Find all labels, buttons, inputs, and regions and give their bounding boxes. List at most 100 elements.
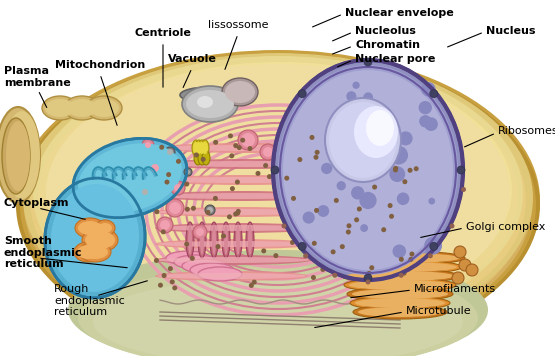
Ellipse shape bbox=[157, 161, 334, 167]
Ellipse shape bbox=[0, 107, 40, 203]
Circle shape bbox=[145, 142, 151, 148]
Ellipse shape bbox=[95, 220, 115, 236]
Circle shape bbox=[310, 135, 315, 140]
Circle shape bbox=[167, 149, 173, 155]
Circle shape bbox=[190, 256, 195, 261]
Text: Microtubule: Microtubule bbox=[406, 306, 472, 316]
Circle shape bbox=[454, 246, 466, 258]
Circle shape bbox=[459, 259, 471, 271]
Text: Microfilaments: Microfilaments bbox=[414, 284, 496, 294]
Text: Cytoplasm: Cytoplasm bbox=[4, 198, 69, 208]
Ellipse shape bbox=[197, 96, 213, 108]
Circle shape bbox=[298, 90, 306, 98]
Ellipse shape bbox=[155, 239, 316, 249]
Circle shape bbox=[298, 242, 306, 250]
Text: lissossome: lissossome bbox=[208, 20, 268, 30]
Ellipse shape bbox=[86, 96, 122, 120]
Circle shape bbox=[393, 167, 398, 172]
Ellipse shape bbox=[188, 225, 192, 255]
Ellipse shape bbox=[202, 142, 208, 154]
Circle shape bbox=[346, 230, 351, 235]
Ellipse shape bbox=[347, 287, 453, 301]
Ellipse shape bbox=[225, 81, 255, 103]
Circle shape bbox=[372, 184, 377, 190]
Ellipse shape bbox=[79, 242, 111, 262]
Circle shape bbox=[352, 82, 360, 89]
Circle shape bbox=[317, 205, 329, 217]
Circle shape bbox=[430, 90, 438, 98]
Circle shape bbox=[418, 101, 432, 114]
Circle shape bbox=[271, 166, 279, 174]
Circle shape bbox=[201, 157, 206, 162]
Ellipse shape bbox=[155, 143, 340, 153]
Ellipse shape bbox=[51, 184, 139, 292]
Circle shape bbox=[452, 272, 464, 284]
Circle shape bbox=[346, 91, 356, 101]
Circle shape bbox=[230, 186, 235, 191]
Ellipse shape bbox=[64, 96, 100, 120]
Circle shape bbox=[238, 130, 258, 150]
Circle shape bbox=[364, 92, 373, 102]
Circle shape bbox=[260, 144, 276, 160]
Ellipse shape bbox=[329, 102, 397, 178]
Ellipse shape bbox=[42, 96, 78, 120]
Ellipse shape bbox=[4, 111, 40, 199]
Ellipse shape bbox=[155, 191, 328, 201]
Circle shape bbox=[346, 223, 351, 228]
Ellipse shape bbox=[24, 59, 532, 351]
Text: Mitochondrion: Mitochondrion bbox=[55, 60, 145, 70]
Circle shape bbox=[229, 153, 234, 158]
Circle shape bbox=[364, 274, 372, 282]
Ellipse shape bbox=[354, 106, 398, 158]
Ellipse shape bbox=[366, 110, 394, 146]
Circle shape bbox=[241, 133, 255, 147]
Circle shape bbox=[274, 253, 279, 258]
Circle shape bbox=[158, 283, 163, 288]
Ellipse shape bbox=[193, 142, 199, 154]
Ellipse shape bbox=[82, 245, 108, 259]
Ellipse shape bbox=[352, 289, 448, 299]
Circle shape bbox=[312, 241, 317, 246]
Ellipse shape bbox=[157, 193, 326, 199]
Circle shape bbox=[302, 211, 315, 224]
Circle shape bbox=[291, 196, 296, 201]
Circle shape bbox=[240, 138, 245, 143]
Circle shape bbox=[166, 172, 171, 177]
Circle shape bbox=[194, 152, 199, 157]
Circle shape bbox=[168, 266, 173, 271]
Ellipse shape bbox=[224, 225, 228, 255]
Ellipse shape bbox=[28, 62, 528, 348]
Circle shape bbox=[369, 265, 374, 270]
Ellipse shape bbox=[201, 140, 209, 156]
Ellipse shape bbox=[186, 90, 234, 118]
Circle shape bbox=[407, 168, 412, 173]
Circle shape bbox=[424, 237, 442, 255]
Circle shape bbox=[332, 273, 337, 278]
Circle shape bbox=[357, 159, 362, 164]
Circle shape bbox=[140, 187, 150, 197]
Circle shape bbox=[392, 245, 406, 258]
Circle shape bbox=[213, 140, 218, 145]
Circle shape bbox=[228, 134, 233, 138]
Circle shape bbox=[428, 198, 435, 204]
Circle shape bbox=[207, 207, 213, 213]
Circle shape bbox=[174, 184, 182, 192]
Circle shape bbox=[366, 157, 371, 162]
Text: Nucleus: Nucleus bbox=[486, 26, 536, 36]
Ellipse shape bbox=[198, 140, 206, 156]
Ellipse shape bbox=[344, 278, 456, 292]
Circle shape bbox=[154, 209, 159, 214]
Ellipse shape bbox=[20, 56, 536, 354]
Circle shape bbox=[205, 210, 210, 215]
Circle shape bbox=[176, 159, 181, 164]
Circle shape bbox=[281, 224, 286, 229]
Circle shape bbox=[314, 155, 319, 160]
Ellipse shape bbox=[341, 269, 459, 283]
Ellipse shape bbox=[335, 251, 465, 265]
Circle shape bbox=[215, 244, 220, 249]
Circle shape bbox=[402, 179, 407, 184]
Ellipse shape bbox=[192, 140, 200, 156]
Ellipse shape bbox=[234, 222, 242, 258]
Ellipse shape bbox=[343, 262, 457, 272]
Circle shape bbox=[165, 147, 175, 157]
